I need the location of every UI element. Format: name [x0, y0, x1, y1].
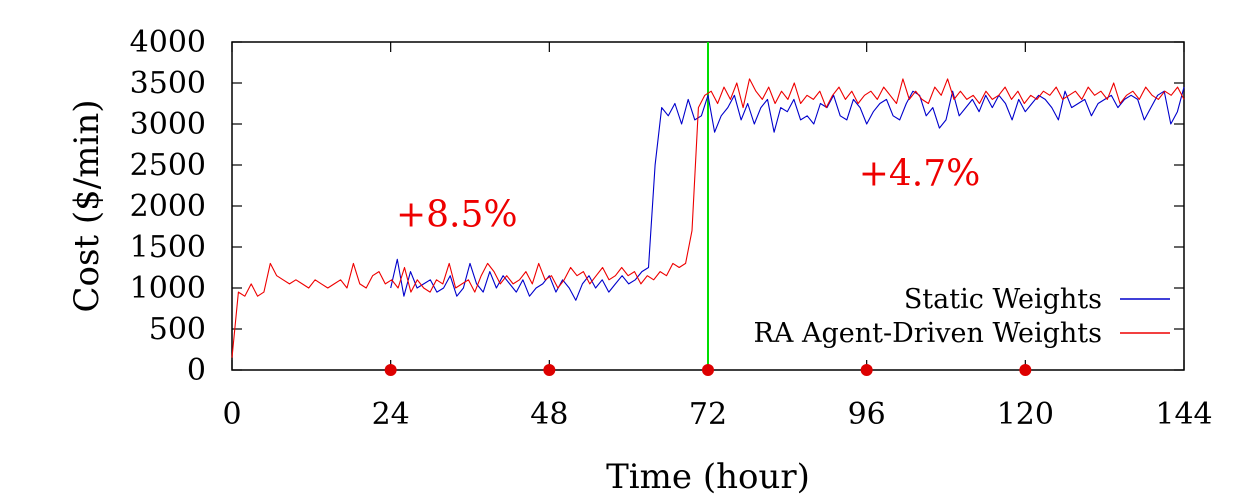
x-axis: 0 24 48 72 96 120 144 [222, 42, 1213, 432]
x-tick-label: 120 [997, 397, 1054, 432]
y-tick-label: 3000 [130, 107, 206, 142]
y-tick-label: 2000 [130, 189, 206, 224]
annotation-layer: +8.5% +4.7% [396, 154, 980, 236]
y-tick-label: 1500 [130, 230, 206, 265]
annotation-label: +8.5% [396, 195, 518, 236]
x-axis-title: Time (hour) [606, 457, 810, 497]
x-tick-label: 96 [848, 397, 886, 432]
y-tick-label: 4000 [130, 25, 206, 60]
x-tick-label: 48 [530, 397, 568, 432]
y-tick-label: 1000 [130, 271, 206, 306]
time-marker-dot [1019, 364, 1032, 376]
time-marker-dot [384, 364, 397, 376]
legend-label: RA Agent-Driven Weights [754, 318, 1102, 349]
time-marker-dot [860, 364, 873, 376]
y-tick-label: 0 [187, 353, 206, 388]
annotation-label: +4.7% [859, 154, 981, 195]
x-tick-label: 24 [372, 397, 410, 432]
series-layer [231, 78, 1185, 358]
y-axis: 0 500 1000 1500 2000 2500 3000 3500 4000 [130, 25, 1184, 388]
x-tick-label: 144 [1155, 397, 1212, 432]
y-axis-title: Cost ($/min) [67, 99, 107, 312]
time-marker-dot [543, 364, 556, 376]
time-marker-dot [702, 364, 714, 376]
marker-layer [384, 364, 1032, 376]
x-tick-label: 72 [689, 397, 727, 432]
y-tick-label: 500 [149, 312, 206, 347]
legend-label: Static Weights [904, 284, 1102, 315]
y-tick-label: 2500 [130, 148, 206, 183]
y-tick-label: 3500 [130, 66, 206, 101]
series-line [231, 78, 1185, 358]
series-line [390, 86, 1185, 301]
x-tick-label: 0 [222, 397, 241, 432]
